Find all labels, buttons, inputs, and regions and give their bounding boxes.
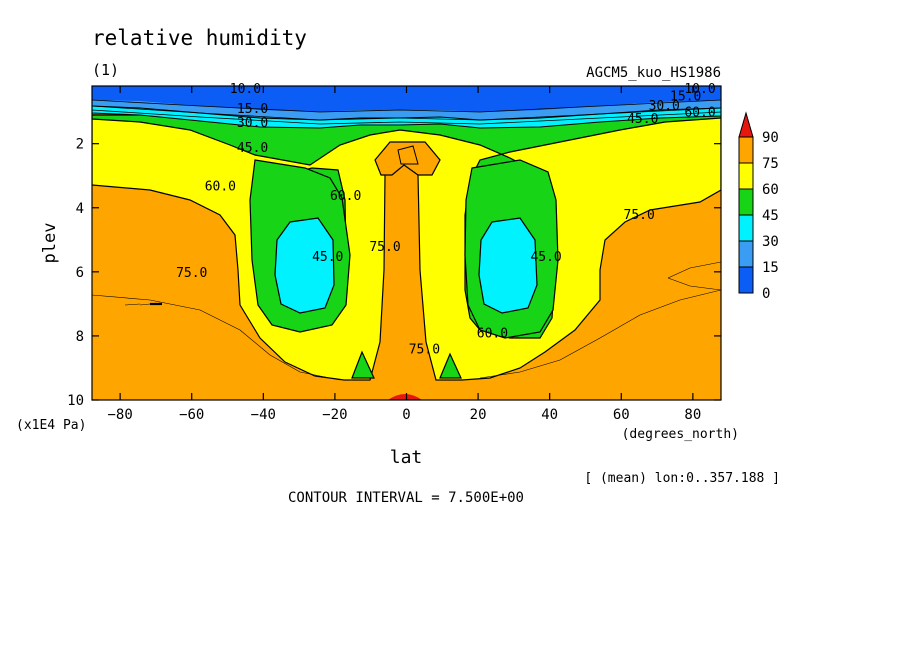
run-name: AGCM5_kuo_HS1986 xyxy=(586,65,721,81)
colorbar-label: 30 xyxy=(762,234,779,250)
x-tick-label: −40 xyxy=(251,407,276,423)
x-tick-label: 0 xyxy=(402,407,410,423)
y-tick-label: 8 xyxy=(76,329,84,345)
x-tick-label: −20 xyxy=(322,407,347,423)
colorbar-label: 90 xyxy=(762,130,779,146)
contour-label: 75.0 xyxy=(409,343,440,358)
colorbar-label: 0 xyxy=(762,286,770,302)
colorbar-box xyxy=(738,266,754,294)
x-tick-label: 40 xyxy=(541,407,558,423)
fill-green-small-right xyxy=(439,352,462,379)
contour-label: 60.0 xyxy=(477,327,508,342)
fill-red-center xyxy=(388,394,422,400)
y-axis: 2 4 6 8 10 xyxy=(67,137,721,409)
averaging-note: [ (mean) lon:0..357.188 ] xyxy=(584,471,780,486)
x-tick-label: −80 xyxy=(107,407,132,423)
contour-label: 45.0 xyxy=(627,112,658,127)
x-axis: −80 −60 −40 −20 0 20 40 60 80 xyxy=(107,86,701,423)
fill-blue-band xyxy=(92,86,721,112)
contour-label: 75.0 xyxy=(369,240,400,255)
contour-label: 75.0 xyxy=(624,208,655,223)
colorbar-box xyxy=(738,240,754,268)
contour-label: 45.0 xyxy=(530,250,561,265)
colorbar-box xyxy=(738,214,754,242)
contour-label: 75.0 xyxy=(176,266,207,281)
y-tick-label: 4 xyxy=(76,201,84,217)
contour-label: 60.0 xyxy=(684,106,715,121)
fill-cyan-right xyxy=(478,217,538,314)
y-tick-label: 6 xyxy=(76,265,84,281)
colorbar-box xyxy=(738,162,754,190)
contour-label: 60.0 xyxy=(330,189,361,204)
x-tick-label: −60 xyxy=(179,407,204,423)
contour-label: 30.0 xyxy=(237,116,268,131)
contour-label: 15.0 xyxy=(237,102,268,117)
y-axis-units: (x1E4 Pa) xyxy=(16,418,86,433)
fill-small-center xyxy=(397,145,419,165)
colorbar: 0 15 30 45 60 75 90 xyxy=(738,111,779,302)
chart-title: relative humidity xyxy=(92,26,307,50)
x-axis-units: (degrees_north) xyxy=(622,427,739,442)
contour-label: 15.0 xyxy=(670,90,701,105)
fill-cyan-left xyxy=(274,217,335,314)
colorbar-arrow xyxy=(738,111,754,138)
colorbar-label: 15 xyxy=(762,260,779,276)
x-tick-label: 20 xyxy=(470,407,487,423)
y-tick-label: 2 xyxy=(76,137,84,153)
contour-label: 10.0 xyxy=(230,82,261,97)
contour-label: 10.0 xyxy=(684,82,715,97)
colorbar-box xyxy=(738,136,754,164)
contour-lines-upper xyxy=(92,99,721,125)
colorbar-label: 60 xyxy=(762,182,779,198)
contour-label: 60.0 xyxy=(205,179,236,194)
x-tick-label: 80 xyxy=(684,407,701,423)
contour-labels: 10.015.030.045.060.060.045.075.075.075.0… xyxy=(176,82,716,357)
contour-interval: CONTOUR INTERVAL = 7.500E+00 xyxy=(288,490,524,506)
colorbar-label: 75 xyxy=(762,156,779,172)
x-axis-label: lat xyxy=(390,447,423,468)
filled-contours xyxy=(92,86,721,400)
x-tick-label: 60 xyxy=(613,407,630,423)
contour-label: 45.0 xyxy=(312,250,343,265)
colorbar-label: 45 xyxy=(762,208,779,224)
y-axis-label: plev xyxy=(40,223,60,264)
contour-label: 45.0 xyxy=(237,141,268,156)
fill-green-small-left xyxy=(351,350,375,379)
panel-label: (1) xyxy=(92,61,119,79)
contour-label: 30.0 xyxy=(649,99,680,114)
colorbar-box xyxy=(738,188,754,216)
y-tick-label: 10 xyxy=(67,393,84,409)
